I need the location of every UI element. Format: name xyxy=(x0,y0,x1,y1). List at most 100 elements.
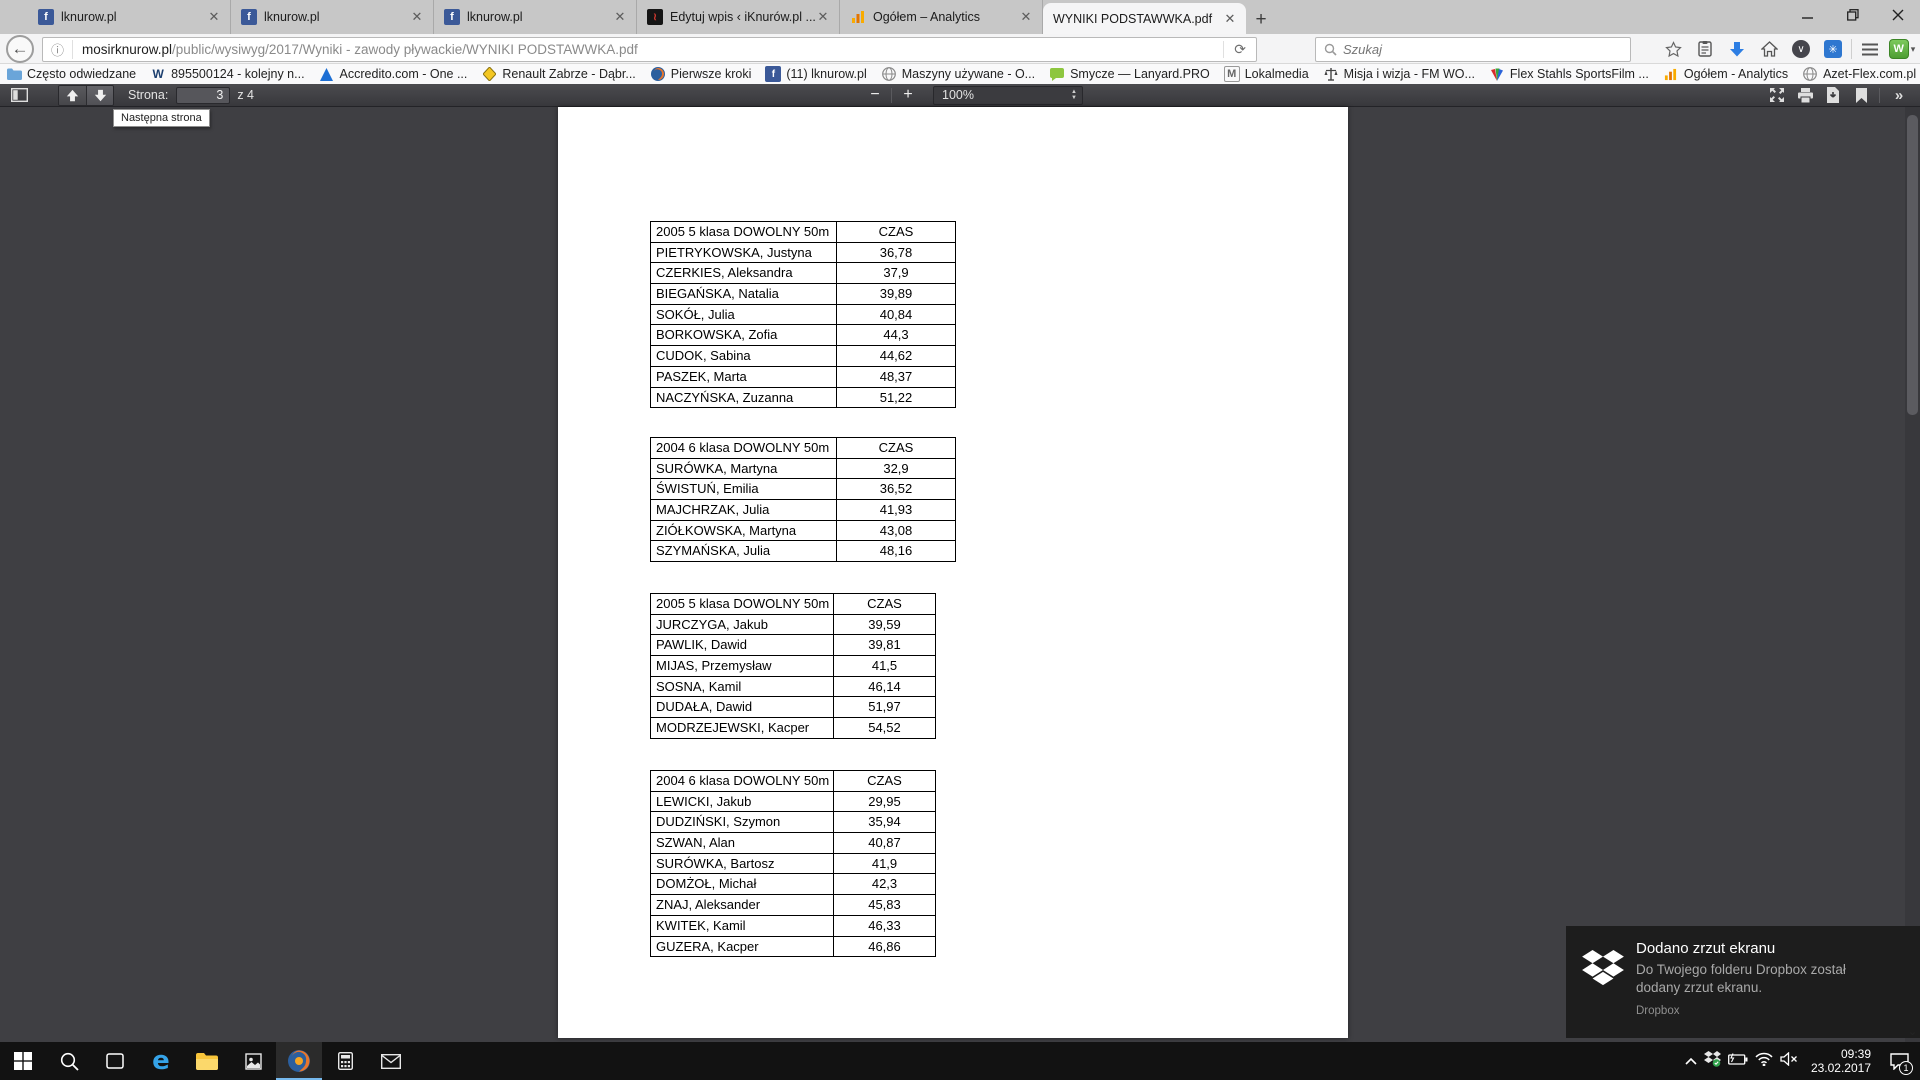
notification-app: Dropbox xyxy=(1636,1005,1680,1017)
mail-icon[interactable] xyxy=(368,1042,414,1080)
toolbar-divider xyxy=(1879,87,1880,103)
zoom-value: 100% xyxy=(942,88,974,102)
bookmark-lknurow-fb[interactable]: f (11) lknurow.pl xyxy=(765,66,867,82)
tray-chevron-up-icon[interactable] xyxy=(1685,1052,1697,1070)
bookmark-often-visited[interactable]: Często odwiedzane xyxy=(6,66,136,82)
next-page-button[interactable] xyxy=(86,85,113,105)
zoom-in-button[interactable]: + xyxy=(903,86,913,103)
notification-text: Dodano zrzut ekranu Do Twojego folderu D… xyxy=(1626,940,1908,1038)
file-explorer-icon[interactable] xyxy=(184,1042,230,1080)
results-table-boys-2005: 2005 5 klasa DOWOLNY 50m CZAS JURCZYGA, … xyxy=(650,593,936,739)
taskbar-search-icon[interactable] xyxy=(46,1042,92,1080)
wifi-icon[interactable] xyxy=(1755,1052,1773,1071)
bookmark-analytics[interactable]: Ogółem - Analytics xyxy=(1663,66,1788,82)
bookmark-flex-stahls[interactable]: Flex Stahls SportsFilm ... xyxy=(1489,66,1649,82)
dropbox-notification[interactable]: Dodano zrzut ekranu Do Twojego folderu D… xyxy=(1566,926,1920,1038)
m-logo-icon: M xyxy=(1223,66,1240,82)
back-button[interactable]: ← xyxy=(6,35,34,63)
swimmer-name-cell: SURÓWKA, Bartosz xyxy=(651,853,834,875)
home-icon[interactable] xyxy=(1755,36,1783,62)
pdf-viewer-area[interactable]: 2005 5 klasa DOWOLNY 50m CZAS PIETRYKOWS… xyxy=(0,107,1920,1042)
tab-close-icon[interactable]: ✕ xyxy=(1224,10,1236,26)
swimmer-name-cell: JURCZYGA, Jakub xyxy=(651,614,834,636)
menu-hamburger-icon[interactable] xyxy=(1856,36,1884,62)
tab-close-icon[interactable]: ✕ xyxy=(411,9,423,24)
page-nav-buttons xyxy=(58,84,114,106)
pocket-icon[interactable]: ∨ xyxy=(1787,36,1815,62)
time-cell: 44,3 xyxy=(837,325,956,347)
volume-muted-icon[interactable] xyxy=(1780,1051,1798,1071)
swimmer-name-cell: PAWLIK, Dawid xyxy=(651,635,834,657)
bookmark-accredito[interactable]: Accredito.com - One ... xyxy=(319,66,467,82)
download-icon[interactable] xyxy=(1819,85,1847,105)
sidebar-toggle-icon[interactable] xyxy=(6,86,32,104)
battery-icon[interactable] xyxy=(1727,1052,1748,1070)
bookmark-895500124[interactable]: W 895500124 - kolejny n... xyxy=(150,66,304,82)
vertical-scrollbar[interactable]: ⌄ xyxy=(1905,107,1920,1042)
print-icon[interactable] xyxy=(1791,85,1819,105)
new-tab-button[interactable]: + xyxy=(1255,9,1267,30)
scrollbar-thumb[interactable] xyxy=(1907,115,1918,415)
bookmark-smycze[interactable]: Smycze — Lanyard.PRO xyxy=(1049,66,1210,82)
bookmark-azet-flex[interactable]: Azet-Flex.com.pl - pro... xyxy=(1802,66,1920,82)
action-center-icon[interactable]: 1 xyxy=(1884,1042,1914,1080)
calculator-icon[interactable] xyxy=(322,1042,368,1080)
downloads-icon[interactable] xyxy=(1723,36,1751,62)
bookmark-misja[interactable]: Misja i wizja - FM WO... xyxy=(1323,66,1475,82)
swimmer-name-cell: NACZYŃSKA, Zuzanna xyxy=(651,387,837,409)
tooltip: Następna strona xyxy=(113,109,210,127)
app-icon[interactable] xyxy=(230,1042,276,1080)
extension-shield-icon[interactable]: W ▾ xyxy=(1888,36,1916,62)
bookmark-maszyny[interactable]: Maszyny używane - O... xyxy=(881,66,1035,82)
bookmark-ribbon-icon[interactable] xyxy=(1847,85,1875,105)
restore-button[interactable] xyxy=(1830,0,1875,30)
firefox-taskbar-icon[interactable] xyxy=(276,1042,322,1080)
bookmark-lokalmedia[interactable]: M Lokalmedia xyxy=(1223,66,1309,82)
table-row: SURÓWKA, Bartosz 41,9 xyxy=(651,853,936,875)
tab-lknurow-1[interactable]: f lknurow.pl ✕ xyxy=(28,0,231,34)
info-icon[interactable]: ⓘ xyxy=(43,40,74,59)
bookmark-label: Misja i wizja - FM WO... xyxy=(1343,67,1475,81)
tab-analytics[interactable]: Ogółem – Analytics ✕ xyxy=(840,0,1043,34)
minimize-button[interactable] xyxy=(1785,0,1830,30)
tab-close-icon[interactable]: ✕ xyxy=(614,9,626,24)
taskbar-clock[interactable]: 09:39 23.02.2017 xyxy=(1805,1047,1877,1075)
swimmer-name-cell: CUDOK, Sabina xyxy=(651,346,837,367)
swimmer-name-cell: PIETRYKOWSKA, Justyna xyxy=(651,242,837,264)
presentation-mode-icon[interactable] xyxy=(1763,85,1791,105)
tab-close-icon[interactable]: ✕ xyxy=(208,9,220,24)
zoom-select[interactable]: 100% ▲ ▼ xyxy=(933,85,1083,105)
tab-lknurow-3[interactable]: f lknurow.pl ✕ xyxy=(434,0,637,34)
time-cell: 29,95 xyxy=(834,791,936,813)
search-box[interactable] xyxy=(1315,37,1631,62)
tab-close-icon[interactable]: ✕ xyxy=(1020,9,1032,24)
page-number-input[interactable] xyxy=(176,86,231,104)
analytics-icon xyxy=(850,9,866,25)
zoom-out-button[interactable]: − xyxy=(870,86,880,103)
tab-wyniki-pdf-active[interactable]: WYNIKI PODSTAWWKA.pdf ✕ xyxy=(1043,3,1246,34)
tab-close-icon[interactable]: ✕ xyxy=(817,9,829,24)
search-input[interactable] xyxy=(1343,42,1630,57)
table-row: CZERKIES, Aleksandra 37,9 xyxy=(651,263,956,285)
table-row: MIJAS, Przemysław 41,5 xyxy=(651,656,936,677)
time-cell: 42,3 xyxy=(834,874,936,896)
previous-page-button[interactable] xyxy=(59,85,86,105)
url-bar[interactable]: ⓘ mosirknurow.pl/public/wysiwyg/2017/Wyn… xyxy=(42,37,1257,62)
edge-icon[interactable]: e xyxy=(152,1046,170,1076)
extension-blue-icon[interactable]: ✳ xyxy=(1819,36,1847,62)
reload-icon[interactable]: ⟳ xyxy=(1223,41,1256,58)
swimmer-name-cell: BORKOWSKA, Zofia xyxy=(651,325,837,347)
bookmark-star-icon[interactable] xyxy=(1659,36,1687,62)
reading-list-icon[interactable] xyxy=(1691,36,1719,62)
tab-edytuj-wpis[interactable]: ≀ Edytuj wpis ‹ iKnurów.pl ... ✕ xyxy=(637,0,840,34)
analytics-icon xyxy=(1663,66,1679,82)
toolbar-overflow-chevron[interactable]: » xyxy=(1894,86,1903,104)
bookmark-label: Często odwiedzane xyxy=(27,67,137,81)
bookmark-pierwsze-kroki[interactable]: Pierwsze kroki xyxy=(650,66,751,82)
tab-lknurow-2[interactable]: f lknurow.pl ✕ xyxy=(231,0,434,34)
dropbox-tray-icon[interactable] xyxy=(1703,1050,1721,1072)
close-button[interactable] xyxy=(1875,0,1920,30)
start-button[interactable] xyxy=(0,1042,46,1080)
task-view-icon[interactable] xyxy=(92,1042,138,1080)
bookmark-renault[interactable]: Renault Zabrze - Dąbr... xyxy=(481,66,636,82)
